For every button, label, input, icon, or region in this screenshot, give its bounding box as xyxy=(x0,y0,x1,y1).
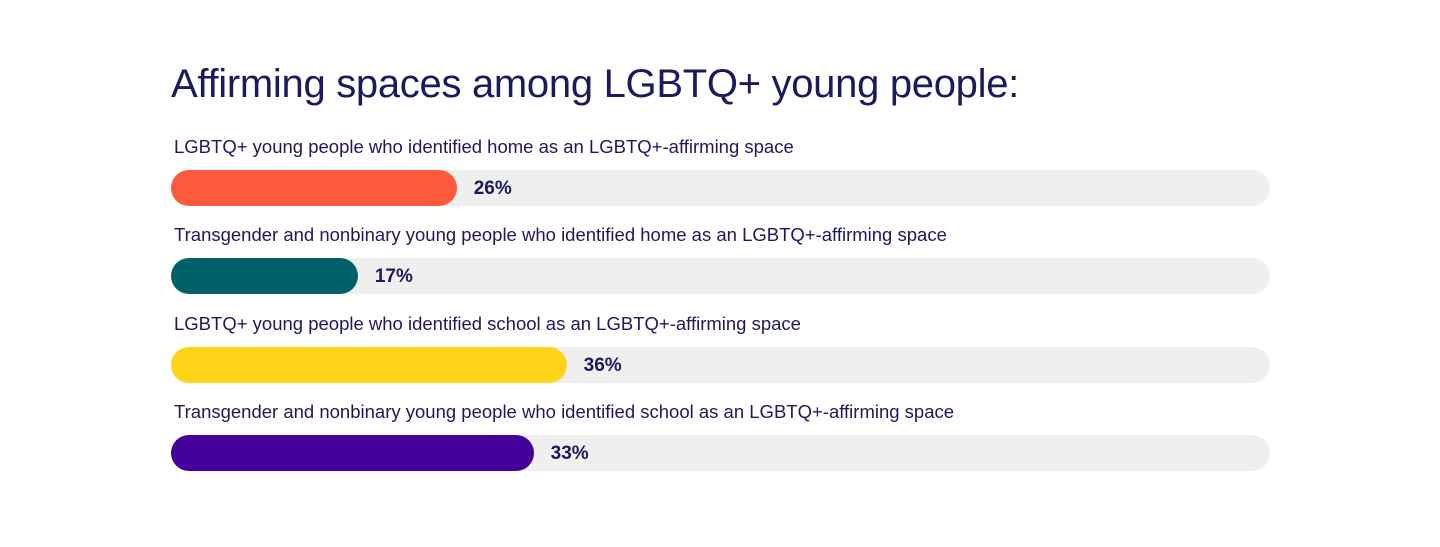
value-label: 36% xyxy=(583,354,622,376)
bar xyxy=(171,258,358,295)
bar-track: 17% xyxy=(171,258,1270,295)
bar-track: 33% xyxy=(171,434,1270,471)
chart-title: Affirming spaces among LGBTQ+ young peop… xyxy=(171,62,1019,106)
category-label: Transgender and nonbinary young people w… xyxy=(174,400,955,422)
bar xyxy=(171,170,457,206)
bar-track: 26% xyxy=(171,170,1270,206)
category-label: LGBTQ+ young people who identified schoo… xyxy=(174,312,801,334)
bar xyxy=(171,346,567,383)
bar-track: 36% xyxy=(171,346,1270,383)
category-label: Transgender and nonbinary young people w… xyxy=(174,224,947,246)
value-label: 26% xyxy=(473,178,512,199)
bar xyxy=(171,434,534,471)
value-label: 33% xyxy=(550,442,589,464)
category-label: LGBTQ+ young people who identified home … xyxy=(174,136,794,157)
value-label: 17% xyxy=(374,266,413,288)
